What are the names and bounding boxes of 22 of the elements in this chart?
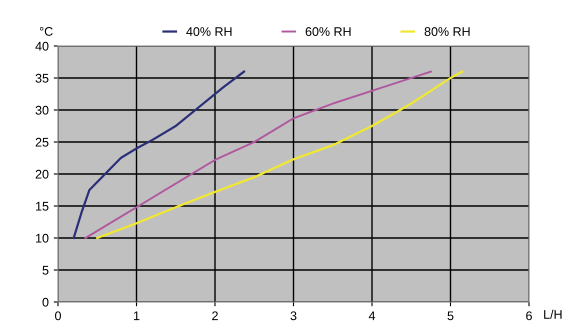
x-tick-label: 0 — [55, 311, 61, 320]
x-tick-label: 6 — [526, 311, 532, 320]
x-axis-title: L/H — [544, 310, 562, 319]
y-tick-label: 15 — [36, 202, 48, 211]
y-tick-label: 5 — [42, 266, 48, 275]
line-series — [72, 70, 246, 240]
y-tick-label: 30 — [36, 106, 48, 115]
y-tick-label: 0 — [42, 298, 48, 307]
x-tick-label: 1 — [134, 311, 140, 320]
y-tick-label: 35 — [36, 74, 48, 83]
y-tick-label: 40 — [35, 42, 48, 51]
legend-label: 40% RH — [186, 27, 232, 36]
y-tick-label: 10 — [36, 234, 48, 243]
y-tick-label: 20 — [36, 170, 48, 179]
y-axis-title: °C — [40, 27, 53, 36]
x-tick-label: 2 — [212, 311, 218, 320]
x-tick-label: 3 — [290, 311, 296, 320]
y-tick-label: 25 — [36, 138, 48, 147]
x-tick-label: 5 — [448, 311, 454, 320]
legend-label: 60% RH — [306, 27, 351, 36]
x-tick-label: 4 — [368, 311, 376, 320]
legend-label: 80% RH — [424, 27, 470, 36]
